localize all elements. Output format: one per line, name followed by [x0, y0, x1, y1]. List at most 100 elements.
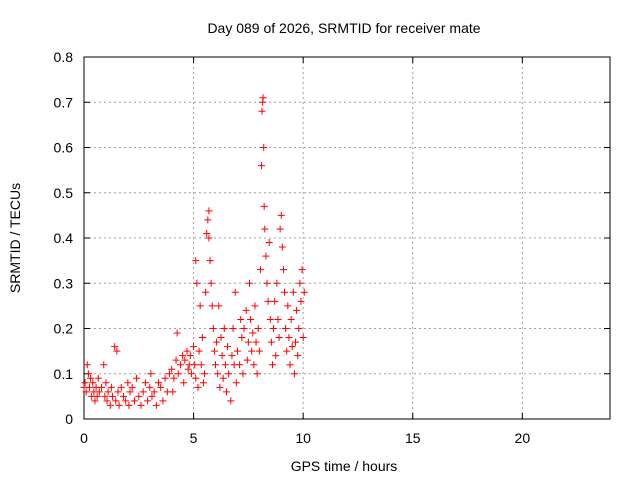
data-point — [249, 329, 257, 337]
data-point — [219, 374, 227, 382]
data-point — [102, 379, 110, 387]
data-point — [218, 352, 226, 360]
data-point — [298, 266, 306, 274]
data-point — [232, 379, 240, 387]
data-point — [111, 343, 119, 351]
data-point — [124, 379, 132, 387]
data-point — [203, 229, 211, 237]
data-point — [170, 374, 178, 382]
data-point — [172, 356, 180, 364]
data-point — [239, 370, 247, 378]
data-point — [287, 315, 295, 323]
data-point — [82, 388, 90, 396]
data-point — [207, 279, 215, 287]
data-point — [220, 325, 228, 332]
data-point — [224, 343, 232, 351]
data-point — [122, 397, 130, 405]
data-point — [139, 388, 147, 396]
data-point — [202, 288, 210, 296]
data-point — [181, 356, 189, 364]
data-point — [83, 361, 91, 369]
data-point — [161, 374, 169, 382]
data-point — [191, 361, 199, 369]
data-point — [93, 392, 101, 400]
data-point — [296, 279, 304, 287]
data-point — [195, 347, 203, 355]
data-point — [300, 288, 308, 296]
data-point — [217, 334, 225, 342]
data-point — [258, 162, 266, 170]
data-point — [260, 202, 268, 210]
data-point — [184, 365, 192, 373]
x-tick-label: 0 — [80, 430, 88, 446]
data-point — [125, 401, 133, 409]
data-point — [100, 361, 108, 369]
data-point — [104, 388, 112, 396]
data-point — [98, 383, 106, 391]
data-point — [299, 334, 307, 342]
x-tick-label: 20 — [515, 430, 531, 446]
data-point — [290, 370, 298, 378]
data-point — [91, 397, 99, 405]
data-point — [205, 234, 213, 242]
y-tick-label: 0.1 — [54, 366, 74, 382]
data-point — [240, 325, 248, 332]
data-point — [204, 216, 212, 224]
data-point — [258, 107, 266, 115]
data-point — [168, 365, 176, 373]
data-point — [141, 379, 149, 387]
data-point — [212, 361, 219, 369]
data-point — [210, 347, 218, 355]
y-tick-label: 0.6 — [54, 140, 74, 156]
data-point — [85, 383, 93, 391]
axis-ticks: 0 5 10 15 20 0 0.1 0.2 0.3 0.4 0.5 0.6 0.7 0.8 — [54, 49, 610, 446]
data-point — [291, 338, 299, 346]
data-point — [192, 257, 200, 265]
data-point — [205, 207, 213, 215]
data-point — [169, 388, 177, 396]
data-point — [206, 257, 214, 265]
x-tick-label: 15 — [405, 430, 421, 446]
y-tick-label: 0.4 — [54, 230, 74, 246]
data-point — [209, 325, 217, 332]
data-point — [180, 379, 188, 387]
data-point — [261, 225, 269, 233]
data-point — [262, 252, 270, 260]
data-point — [186, 352, 194, 360]
data-point — [119, 392, 127, 400]
data-point — [201, 370, 209, 378]
data-point — [297, 297, 305, 305]
data-point — [263, 279, 271, 287]
data-point — [267, 338, 275, 346]
data-point — [173, 329, 181, 337]
data-point — [250, 361, 258, 369]
data-point — [84, 370, 92, 378]
data-point — [199, 379, 207, 387]
data-point — [222, 388, 230, 396]
data-point — [107, 383, 115, 391]
data-point — [247, 315, 255, 323]
data-point — [147, 370, 155, 378]
data-point — [279, 266, 287, 274]
chart-title: Day 089 of 2026, SRMTID for receiver mat… — [207, 20, 480, 36]
data-point — [231, 288, 239, 296]
data-point — [283, 347, 291, 355]
data-point — [193, 279, 201, 287]
y-tick-label: 0.8 — [54, 49, 74, 65]
x-tick-label: 5 — [190, 430, 198, 446]
data-point — [190, 343, 198, 351]
data-point — [117, 383, 125, 391]
data-point — [272, 352, 280, 360]
data-point — [294, 352, 302, 360]
data-point — [242, 306, 250, 314]
data-point — [183, 347, 191, 355]
data-point — [103, 397, 111, 405]
data-point — [95, 388, 103, 396]
data-point — [157, 383, 165, 391]
data-point — [295, 325, 303, 332]
data-point — [236, 361, 244, 369]
data-point — [130, 397, 138, 405]
data-point — [144, 397, 152, 405]
data-point — [229, 325, 237, 332]
data-point — [196, 302, 204, 310]
